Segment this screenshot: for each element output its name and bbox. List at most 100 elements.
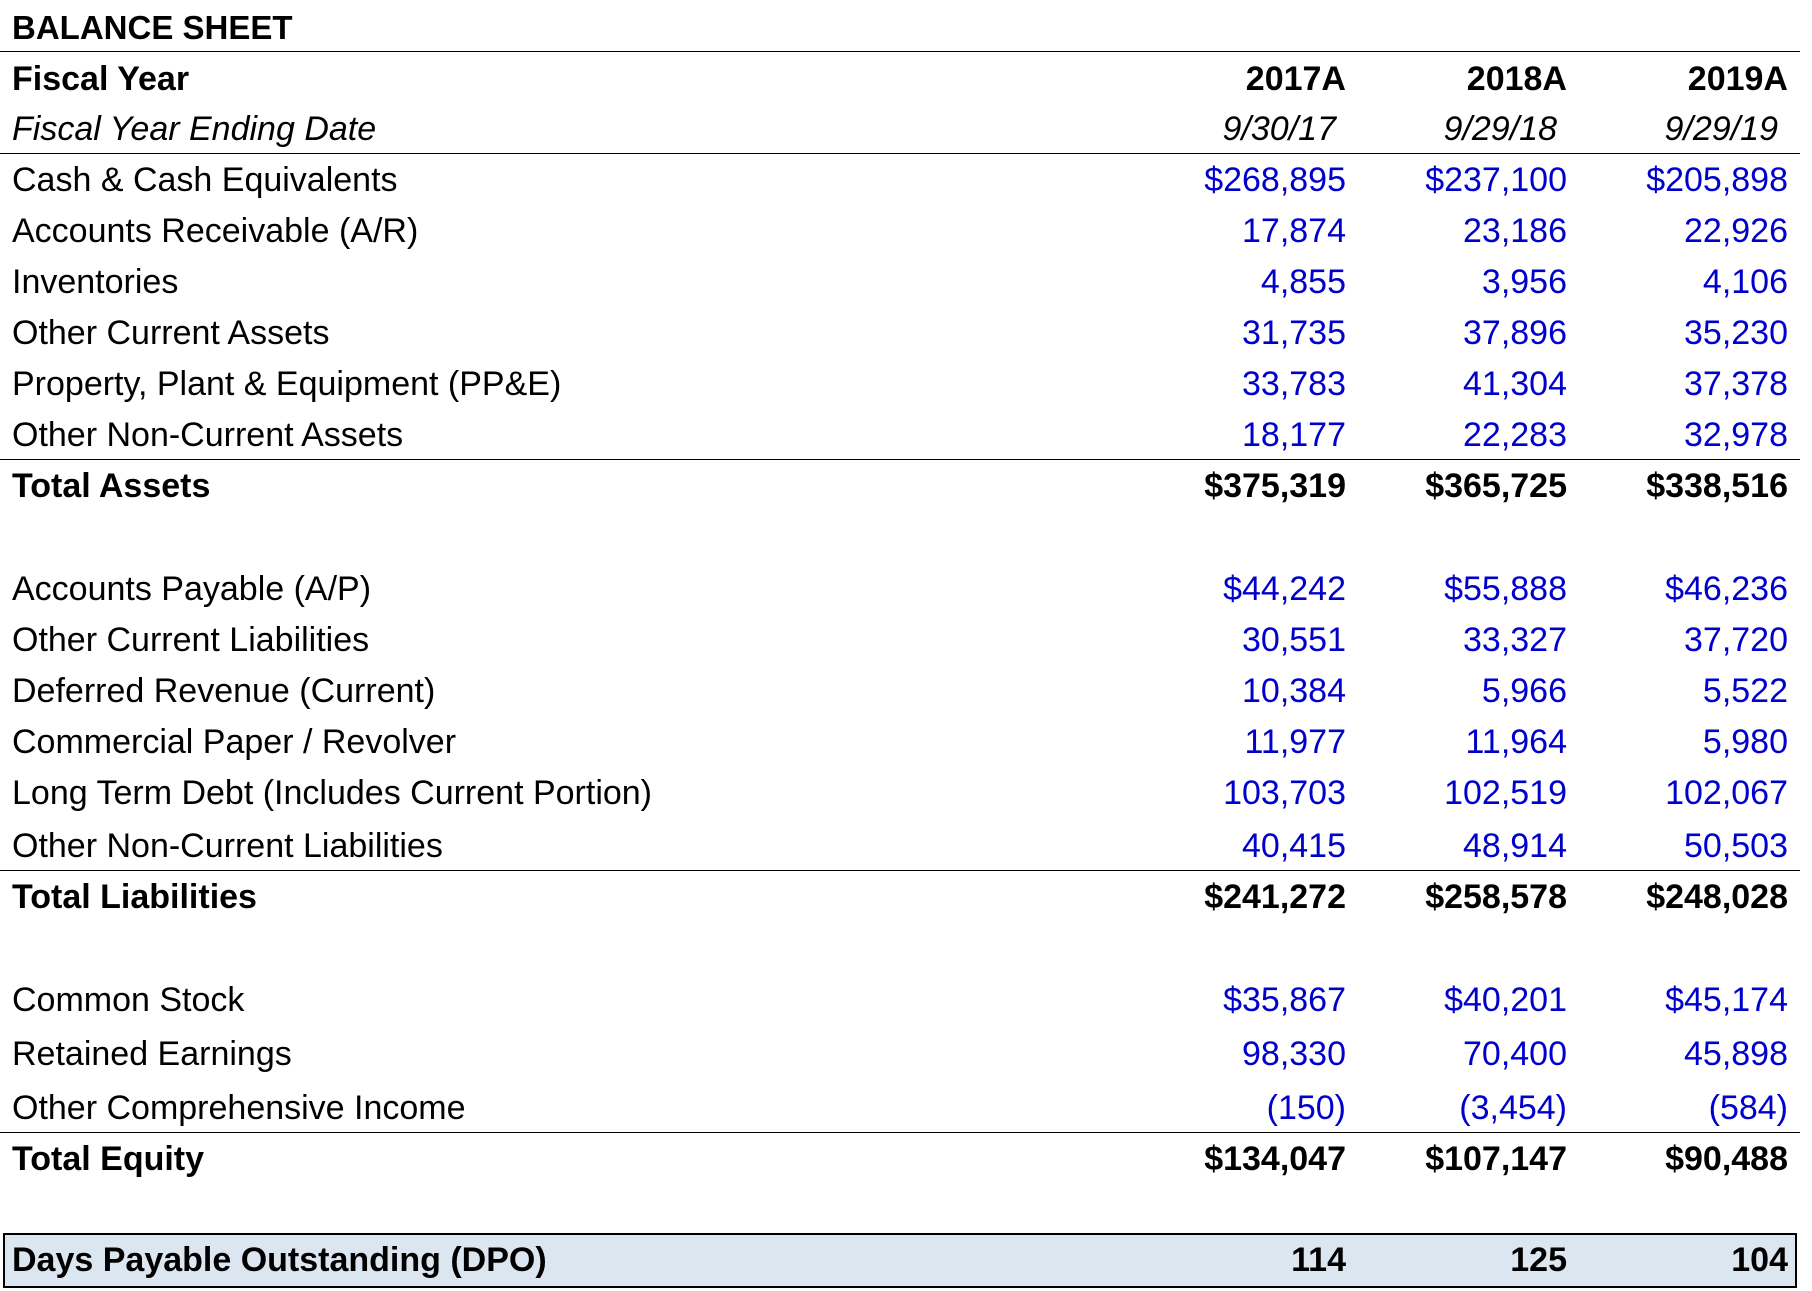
value-cell: (3,454) — [1459, 1089, 1567, 1127]
sheet-title: BALANCE SHEET — [12, 9, 293, 46]
value-cell: 10,384 — [1242, 672, 1346, 710]
row-label: Other Non-Current Liabilities — [12, 827, 443, 865]
sheet-title-row: BALANCE SHEET — [0, 2, 1800, 53]
value-cell: $205,898 — [1646, 161, 1788, 199]
table-row: Property, Plant & Equipment (PP&E) 33,78… — [0, 359, 1800, 410]
year-2017-cell: 2017A — [1245, 60, 1346, 98]
dpo-row: Days Payable Outstanding (DPO) 114 125 1… — [0, 1235, 1800, 1286]
value-cell: 3,956 — [1481, 263, 1567, 301]
table-row: Other Non-Current Assets 18,177 22,283 3… — [0, 410, 1800, 461]
total-cell: $134,047 — [1204, 1140, 1346, 1178]
row-label: Long Term Debt (Includes Current Portion… — [12, 774, 653, 812]
fiscal-year-end-row: Fiscal Year Ending Date 9/30/17 9/29/18 … — [0, 104, 1800, 155]
value-cell: 48,914 — [1463, 827, 1567, 865]
table-row: Accounts Receivable (A/R) 17,874 23,186 … — [0, 206, 1800, 257]
date-2018-cell: 9/29/18 — [1443, 110, 1557, 148]
value-cell: 70,400 — [1463, 1035, 1567, 1073]
table-row: Other Current Liabilities 30,551 33,327 … — [0, 615, 1800, 666]
table-row: Cash & Cash Equivalents $268,895 $237,10… — [0, 155, 1800, 206]
table-row: Inventories 4,855 3,956 4,106 — [0, 257, 1800, 308]
row-label: Total Equity — [12, 1140, 205, 1178]
value-cell: 5,980 — [1702, 723, 1788, 761]
row-label: Other Current Assets — [12, 314, 330, 352]
value-cell: $35,867 — [1223, 981, 1346, 1019]
value-cell: $44,242 — [1223, 570, 1346, 608]
value-cell: $55,888 — [1444, 570, 1567, 608]
row-label: Inventories — [12, 263, 179, 301]
title-divider — [0, 51, 1800, 52]
date-2017-cell: 9/30/17 — [1222, 110, 1336, 148]
total-cell: $241,272 — [1204, 878, 1346, 916]
equity-total-divider — [0, 1132, 1800, 1133]
row-label: Days Payable Outstanding (DPO) — [12, 1241, 547, 1279]
total-cell: $90,488 — [1665, 1140, 1788, 1178]
value-cell: 18,177 — [1242, 416, 1346, 454]
value-cell: 30,551 — [1242, 621, 1346, 659]
value-cell: 32,978 — [1684, 416, 1788, 454]
table-row: Retained Earnings 98,330 70,400 45,898 — [0, 1029, 1800, 1080]
value-cell: 11,977 — [1244, 723, 1346, 761]
value-cell: 102,519 — [1444, 774, 1567, 812]
table-row: Other Non-Current Liabilities 40,415 48,… — [0, 821, 1800, 872]
row-label: Other Non-Current Assets — [12, 416, 404, 454]
value-cell: 5,522 — [1702, 672, 1788, 710]
value-cell: 4,106 — [1702, 263, 1788, 301]
row-label: Commercial Paper / Revolver — [12, 723, 457, 761]
value-cell: $45,174 — [1665, 981, 1788, 1019]
row-label: Common Stock — [12, 981, 245, 1019]
total-cell: $107,147 — [1425, 1140, 1567, 1178]
value-cell: 98,330 — [1242, 1035, 1346, 1073]
value-cell: 22,926 — [1684, 212, 1788, 250]
row-label: Cash & Cash Equivalents — [12, 161, 398, 199]
value-cell: 5,966 — [1481, 672, 1567, 710]
row-label: Other Comprehensive Income — [12, 1089, 466, 1127]
value-cell: 22,283 — [1463, 416, 1567, 454]
total-equity-row: Total Equity $134,047 $107,147 $90,488 — [0, 1134, 1800, 1185]
value-cell: 45,898 — [1684, 1035, 1788, 1073]
row-label: Accounts Receivable (A/R) — [12, 212, 419, 250]
value-cell: 102,067 — [1665, 774, 1788, 812]
value-cell: 33,783 — [1242, 365, 1346, 403]
row-label: Deferred Revenue (Current) — [12, 672, 436, 710]
total-cell: $375,319 — [1204, 467, 1346, 505]
dpo-highlight — [3, 1233, 1797, 1288]
value-cell: 35,230 — [1684, 314, 1788, 352]
value-cell: 50,503 — [1684, 827, 1788, 865]
row-label: Fiscal Year Ending Date — [12, 110, 377, 148]
date-2019-cell: 9/29/19 — [1664, 110, 1778, 148]
header-divider — [0, 153, 1800, 154]
total-cell: $338,516 — [1646, 467, 1788, 505]
row-label: Retained Earnings — [12, 1035, 292, 1073]
table-row: Long Term Debt (Includes Current Portion… — [0, 768, 1800, 819]
row-label: Accounts Payable (A/P) — [12, 570, 372, 608]
value-cell: (150) — [1266, 1089, 1346, 1127]
table-row: Common Stock $35,867 $40,201 $45,174 — [0, 975, 1800, 1026]
total-liabilities-row: Total Liabilities $241,272 $258,578 $248… — [0, 872, 1800, 923]
total-assets-row: Total Assets $375,319 $365,725 $338,516 — [0, 461, 1800, 512]
value-cell: 40,415 — [1242, 827, 1346, 865]
value-cell: 37,896 — [1463, 314, 1567, 352]
value-cell: 23,186 — [1463, 212, 1567, 250]
row-label: Total Assets — [12, 467, 211, 505]
row-label: Property, Plant & Equipment (PP&E) — [12, 365, 562, 403]
table-row: Deferred Revenue (Current) 10,384 5,966 … — [0, 666, 1800, 717]
total-cell: $258,578 — [1425, 878, 1567, 916]
value-cell: 33,327 — [1463, 621, 1567, 659]
value-cell: $46,236 — [1665, 570, 1788, 608]
value-cell: 31,735 — [1242, 314, 1346, 352]
row-label: Other Current Liabilities — [12, 621, 370, 659]
dpo-cell: 104 — [1731, 1241, 1788, 1279]
dpo-cell: 114 — [1291, 1241, 1346, 1279]
value-cell: 41,304 — [1463, 365, 1567, 403]
assets-total-divider — [0, 459, 1800, 460]
table-row: Commercial Paper / Revolver 11,977 11,96… — [0, 717, 1800, 768]
table-row: Other Current Assets 31,735 37,896 35,23… — [0, 308, 1800, 359]
table-row: Accounts Payable (A/P) $44,242 $55,888 $… — [0, 564, 1800, 615]
value-cell: (584) — [1708, 1089, 1788, 1127]
value-cell: 17,874 — [1242, 212, 1346, 250]
dpo-cell: 125 — [1510, 1241, 1567, 1279]
fiscal-year-row: Fiscal Year 2017A 2018A 2019A — [0, 54, 1800, 105]
table-row: Other Comprehensive Income (150) (3,454)… — [0, 1083, 1800, 1134]
value-cell: 37,720 — [1684, 621, 1788, 659]
